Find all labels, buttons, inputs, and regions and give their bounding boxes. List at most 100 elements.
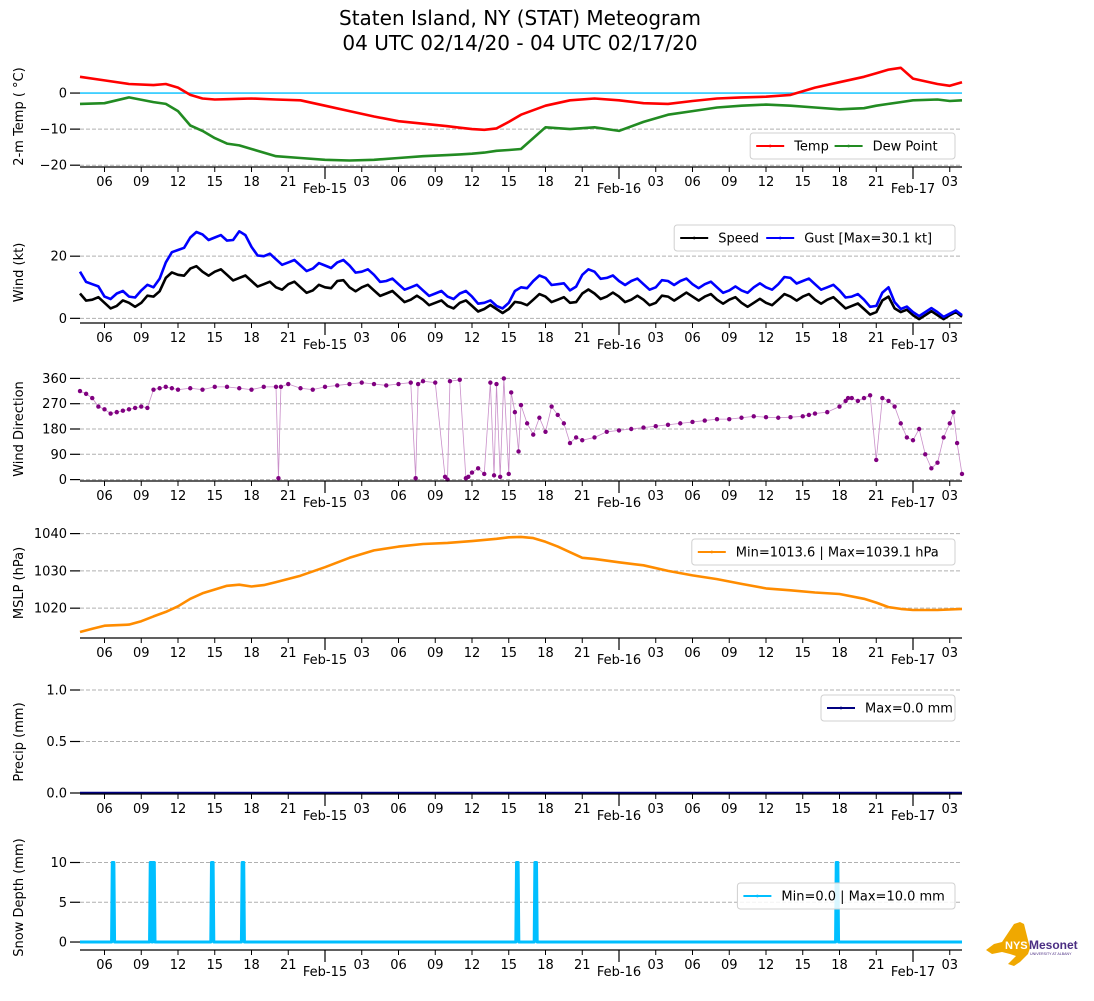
data-point-wind-direction — [139, 404, 144, 409]
chart-title-line1: Staten Island, NY (STAT) Meteogram — [339, 6, 701, 30]
data-point-wind-direction — [506, 471, 511, 477]
x-tick-label: 18 — [831, 175, 848, 190]
x-tick-label: 12 — [170, 958, 187, 973]
panel-mslp: 1020 1030 1040 MSLP (hPa) 06 09 12 15 18 21 03 06 09… — [12, 527, 963, 668]
data-point-wind-direction — [806, 412, 812, 418]
x-tick-label: 18 — [537, 331, 554, 346]
data-point-wind-direction — [501, 376, 507, 381]
legend-label: Dew Point — [873, 140, 938, 155]
data-point-wind-direction — [298, 386, 303, 391]
x-tick-label: 18 — [243, 489, 260, 504]
y-axis-label: 2-m Temp ( °C) — [12, 67, 27, 165]
x-major-tick-label: Feb-17 — [891, 496, 935, 511]
x-tick-label: 15 — [794, 331, 811, 346]
x-tick-label: 03 — [353, 331, 370, 346]
data-point-wind-direction — [812, 411, 818, 416]
data-point-wind-direction — [494, 381, 499, 387]
data-point-wind-direction — [886, 398, 891, 404]
data-point-wind-direction — [923, 452, 928, 457]
y-tick-label: 0.5 — [46, 735, 67, 750]
data-point-wind-direction — [518, 402, 524, 408]
x-tick-label: 21 — [574, 802, 591, 817]
data-point-wind-direction — [413, 475, 418, 481]
x-tick-label: 06 — [390, 958, 407, 973]
data-point-wind-direction — [855, 398, 861, 404]
data-point-wind-direction — [102, 407, 107, 412]
legend-label: Gust [Max=30.1 kt] — [804, 232, 932, 247]
y-tick-label: 1040 — [34, 527, 67, 542]
x-tick-label: 09 — [427, 802, 444, 817]
data-point-wind-direction — [335, 383, 340, 388]
legend-marker — [778, 236, 782, 240]
x-tick-label: 06 — [390, 646, 407, 661]
x-tick-label: 12 — [758, 175, 775, 190]
x-tick-label: 09 — [721, 331, 738, 346]
x-tick-label: 21 — [574, 331, 591, 346]
y-axis-label: Wind (kt) — [12, 243, 27, 303]
data-point-wind-direction — [83, 391, 89, 397]
x-tick-label: 06 — [684, 646, 701, 661]
data-point-wind-direction — [959, 471, 965, 477]
x-tick-label: 09 — [427, 958, 444, 973]
x-tick-label: 21 — [574, 958, 591, 973]
y-axis-label: Snow Depth (mm) — [12, 838, 27, 956]
x-tick-label: 09 — [427, 489, 444, 504]
x-tick-label: 15 — [794, 802, 811, 817]
data-point-wind-direction — [212, 384, 217, 390]
x-major-tick-label: Feb-15 — [303, 965, 347, 980]
panel-snow: 0 5 10 Snow Depth (mm) 06 09 12 15 18 21 03 06 09 12 1… — [12, 838, 962, 980]
data-point-wind-direction — [466, 474, 471, 479]
x-tick-label: 21 — [280, 958, 297, 973]
data-point-wind-direction — [114, 409, 119, 415]
x-tick-label: 03 — [353, 802, 370, 817]
data-point-wind-direction — [151, 387, 156, 392]
data-point-wind-direction — [549, 404, 554, 409]
x-major-tick-label: Feb-17 — [891, 338, 935, 353]
x-tick-label: 15 — [794, 175, 811, 190]
data-point-wind-direction — [898, 421, 903, 426]
data-point-wind-direction — [751, 414, 756, 419]
data-point-wind-direction — [929, 466, 934, 471]
x-tick-label: 18 — [243, 646, 260, 661]
data-point-wind-direction — [604, 429, 609, 435]
x-tick-label: 15 — [206, 489, 223, 504]
x-tick-label: 06 — [684, 175, 701, 190]
x-tick-label: 15 — [500, 646, 517, 661]
x-tick-label: 09 — [721, 958, 738, 973]
data-point-wind-direction — [509, 390, 514, 395]
legend-marker — [692, 236, 696, 240]
x-tick-label: 12 — [170, 802, 187, 817]
x-tick-label: 18 — [537, 958, 554, 973]
x-tick-label: 06 — [96, 489, 113, 504]
x-tick-label: 03 — [353, 489, 370, 504]
x-tick-label: 18 — [243, 958, 260, 973]
ny-state-shape-icon — [986, 922, 1030, 966]
x-major-tick-label: Feb-17 — [891, 965, 935, 980]
x-tick-label: 21 — [868, 802, 885, 817]
data-point-wind-direction — [916, 426, 922, 432]
x-tick-label: 09 — [427, 331, 444, 346]
data-point-wind-direction — [447, 379, 453, 384]
legend-marker — [768, 144, 772, 148]
data-point-wind-direction — [310, 387, 315, 392]
data-point-wind-direction — [108, 411, 113, 416]
data-point-wind-direction — [941, 435, 946, 440]
data-point-wind-direction — [763, 414, 769, 420]
x-tick-label: 09 — [133, 331, 150, 346]
data-point-wind-direction — [874, 457, 879, 463]
x-tick-label: 21 — [280, 489, 297, 504]
data-point-wind-direction — [488, 380, 493, 385]
x-tick-label: 15 — [206, 175, 223, 190]
x-tick-label: 03 — [353, 175, 370, 190]
data-point-wind-direction — [947, 421, 952, 426]
data-point-wind-direction — [702, 418, 707, 423]
data-point-wind-direction — [555, 412, 560, 418]
x-tick-label: 21 — [280, 331, 297, 346]
data-point-wind-direction — [188, 386, 193, 391]
data-point-wind-direction — [653, 423, 658, 429]
x-tick-label: 21 — [868, 958, 885, 973]
panel-temp: 0 −10 −20 2-m Temp ( °C) 06 09 12 15 18 21 03 06 09 1… — [12, 66, 963, 197]
x-tick-label: 18 — [243, 175, 260, 190]
x-tick-label: 03 — [647, 958, 664, 973]
